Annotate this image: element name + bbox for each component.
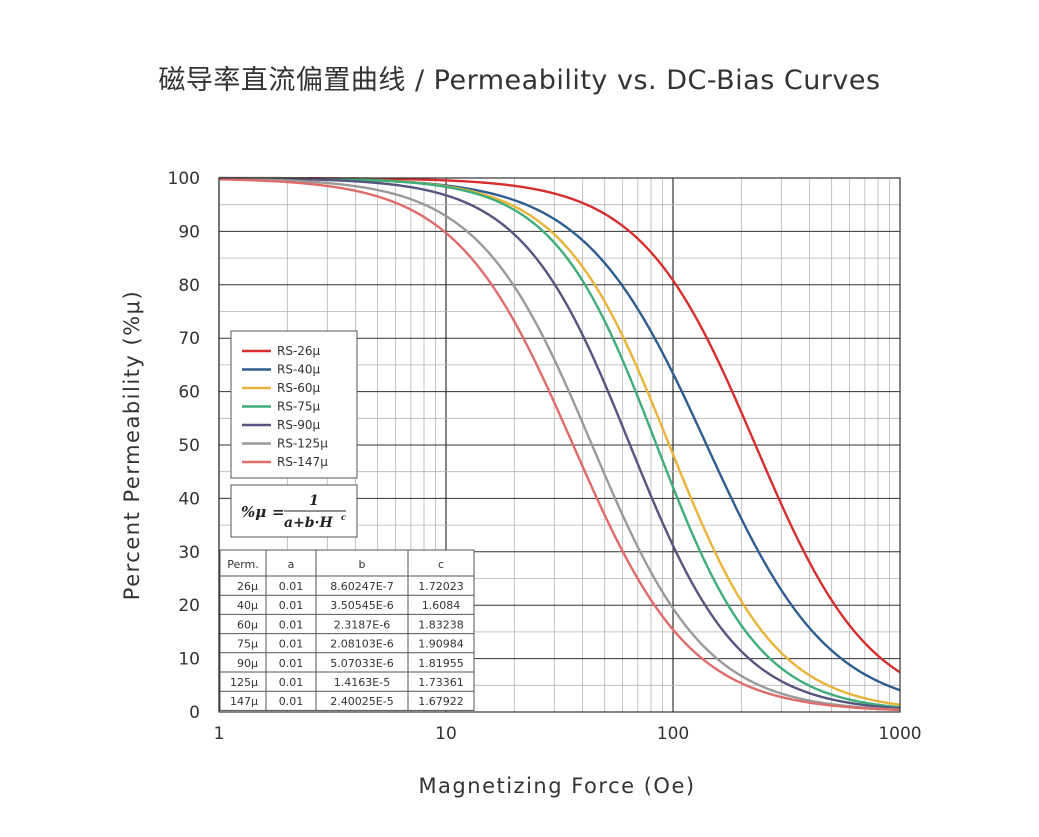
y-tick-label: 40 [178, 489, 200, 509]
table-cell: 60μ [237, 618, 258, 631]
series-line-6 [218, 177, 901, 711]
formula-equals: = [272, 503, 285, 521]
table-cell: 40μ [237, 599, 258, 612]
table-cell: 8.60247E-7 [330, 580, 393, 593]
series-line-5 [218, 177, 901, 710]
table-cell: 2.08103E-6 [330, 638, 393, 651]
y-tick-label: 20 [178, 596, 200, 616]
legend-box [230, 330, 358, 479]
legend-label: RS-125μ [277, 437, 328, 451]
table-cell: 2.3187E-6 [334, 618, 390, 631]
table-cell: 0.01 [279, 695, 304, 708]
table-cell: 1.72023 [418, 580, 464, 593]
table-cell: 0.01 [279, 580, 304, 593]
x-tick-label: 1 [214, 724, 225, 744]
y-tick-label: 0 [189, 703, 200, 723]
legend-label: RS-40μ [277, 363, 321, 377]
x-axis-title: Magnetizing Force (Oe) [418, 774, 695, 798]
y-tick-label: 60 [178, 383, 200, 403]
table-cell: 1.6084 [422, 599, 461, 612]
table-cell: 2.40025E-5 [330, 695, 393, 708]
parameter-table: Perm. a b c 26μ 0.01 8.60247E-7 1.72023 40μ 0.01 3… [219, 549, 475, 711]
legend-label: RS-147μ [277, 455, 328, 469]
series-lines [218, 176, 901, 712]
table-cell: 0.01 [279, 599, 304, 612]
chart-title: 磁导率直流偏置曲线 / Permeability vs. DC-Bias Cur… [158, 65, 881, 96]
y-tick-label: 10 [178, 650, 200, 670]
legend-label: RS-75μ [277, 400, 321, 414]
table-cell: 1.90984 [418, 638, 464, 651]
formula-exponent: c [341, 512, 346, 522]
table-cell: 75μ [237, 638, 258, 651]
y-tick-label: 90 [178, 222, 200, 242]
y-tick-label: 70 [178, 329, 200, 349]
formula-numerator: 1 [309, 493, 319, 509]
table-cell: 147μ [230, 695, 258, 708]
table-cell: 1.81955 [418, 657, 464, 670]
table-cell: 125μ [230, 676, 258, 689]
legend-label: RS-60μ [277, 381, 321, 395]
y-tick-label: 100 [168, 169, 200, 189]
y-tick-label: 80 [178, 276, 200, 296]
x-tick-label: 10 [435, 724, 457, 744]
legend-label: RS-26μ [277, 344, 321, 358]
table-cell: 90μ [237, 657, 258, 670]
y-axis-title: Percent Permeability (%μ) [120, 290, 144, 600]
legend-label: RS-90μ [277, 418, 321, 432]
table-cell: 3.50545E-6 [330, 599, 393, 612]
y-tick-label: 30 [178, 543, 200, 563]
table-cell: 26μ [237, 580, 258, 593]
y-ticks: 0 10 20 30 40 50 60 70 80 90 100 [168, 169, 200, 723]
table-frame [219, 549, 475, 711]
table-header: a [288, 558, 295, 571]
formula-box: %μ = 1 a+b·H c [230, 484, 358, 538]
series-line-7 [218, 178, 901, 712]
legend: RS-26μ RS-40μ RS-60μ RS-75μ RS-90μ RS-125μ RS-… [230, 330, 358, 479]
table-cell: 1.73361 [418, 676, 464, 689]
y-tick-label: 50 [178, 436, 200, 456]
x-tick-label: 100 [657, 724, 689, 744]
table-cell: 0.01 [279, 618, 304, 631]
table-header: b [359, 558, 366, 571]
formula-lhs: %μ [241, 503, 266, 521]
x-ticks: 1 10 100 1000 [214, 724, 922, 744]
x-tick-label: 1000 [878, 724, 921, 744]
table-cell: 1.67922 [418, 695, 464, 708]
formula-denominator: a+b·H [284, 515, 333, 531]
table-cell: 1.83238 [418, 618, 464, 631]
table-cell: 0.01 [279, 657, 304, 670]
table-header: c [438, 558, 444, 571]
table-cell: 1.4163E-5 [334, 676, 390, 689]
table-cell: 0.01 [279, 676, 304, 689]
plot-frame [218, 177, 901, 713]
table-cell: 0.01 [279, 638, 304, 651]
table-cell: 5.07033E-6 [330, 657, 393, 670]
table-header: Perm. [227, 558, 259, 571]
